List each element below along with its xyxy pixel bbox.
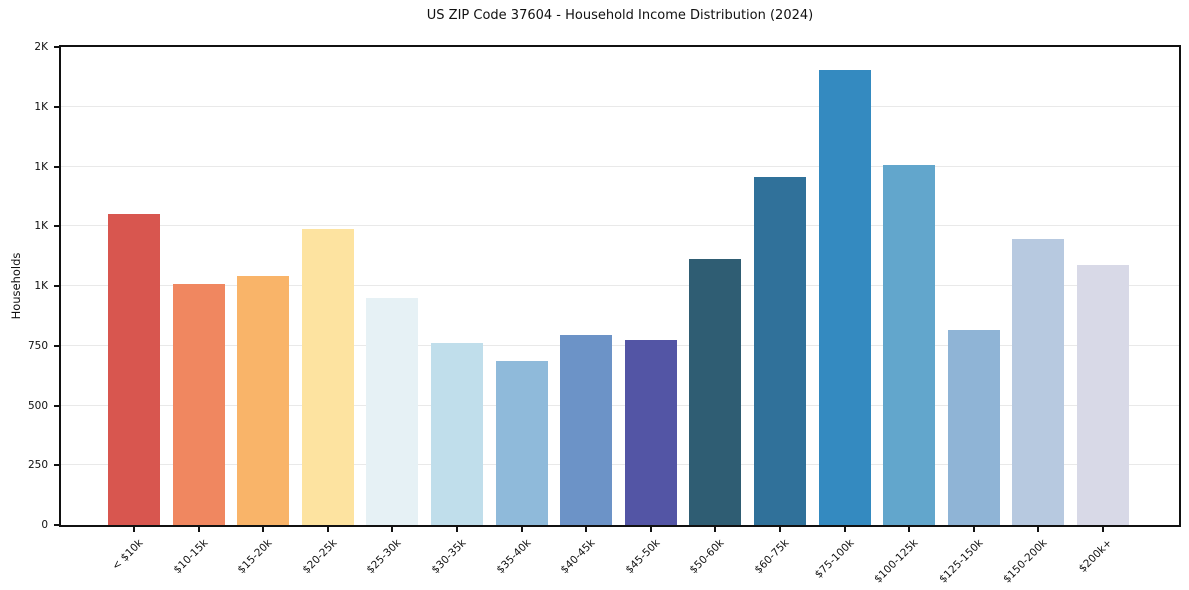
x-tick-mark xyxy=(585,527,588,532)
y-tick-mark xyxy=(54,464,59,467)
y-tick-label: 2K xyxy=(34,41,48,53)
x-tick-label: $25-30k xyxy=(364,537,404,577)
y-tick-label: 500 xyxy=(27,399,48,412)
y-tick-mark xyxy=(54,285,59,287)
x-tick-label: $125-150k xyxy=(936,537,986,586)
x-tick-mark xyxy=(133,527,135,532)
x-tick-mark xyxy=(779,527,781,532)
gridline xyxy=(61,105,1179,107)
x-tick-mark xyxy=(520,527,523,532)
y-tick-label: 1K xyxy=(34,220,48,233)
y-tick-mark xyxy=(54,344,59,347)
bar xyxy=(754,177,806,525)
bar xyxy=(366,297,419,525)
y-tick-label: 1K xyxy=(34,280,48,292)
x-tick-label: < $10k xyxy=(109,537,146,573)
y-tick-mark xyxy=(54,404,59,407)
y-tick-mark xyxy=(54,165,59,168)
x-tick-mark xyxy=(262,527,265,532)
x-tick-label: $40-45k xyxy=(558,537,598,577)
x-tick-label: $75-100k xyxy=(812,537,857,581)
x-tick-mark xyxy=(714,527,717,532)
bar xyxy=(1012,239,1065,525)
plot-area xyxy=(59,45,1181,527)
gridline xyxy=(61,225,1179,227)
x-tick-mark xyxy=(456,527,458,532)
x-tick-label: $10-15k xyxy=(170,537,211,577)
chart-title: US ZIP Code 37604 - Household Income Dis… xyxy=(426,8,814,23)
x-tick-mark xyxy=(649,527,652,532)
y-axis-ticks: 0 250 500 750 1K 1K 1K 1K 2K xyxy=(0,41,59,531)
x-tick-mark xyxy=(908,527,911,532)
x-tick-label: $150-200k xyxy=(1001,537,1050,586)
x-tick-mark xyxy=(1102,527,1104,532)
x-axis-ticks: < $10k $10-15k $15-20k $20-25k $25-30k $30-35… xyxy=(59,527,1181,590)
x-tick-label: $50-60k xyxy=(687,537,727,577)
x-tick-label: $60-75k xyxy=(752,537,792,577)
gridline xyxy=(61,165,1179,167)
x-tick-mark xyxy=(843,527,846,532)
x-tick-label: $100-125k xyxy=(872,537,921,586)
y-tick-mark xyxy=(54,225,59,228)
x-tick-label: $30-35k xyxy=(429,537,469,577)
gridline xyxy=(61,464,1179,466)
gridline xyxy=(61,285,1179,286)
x-tick-mark xyxy=(326,527,329,532)
bar xyxy=(237,276,290,525)
y-tick-label: 1K xyxy=(34,100,48,113)
bar xyxy=(689,259,742,525)
x-tick-label: $45-50k xyxy=(623,537,663,577)
y-tick-mark xyxy=(54,524,59,526)
bar xyxy=(1077,265,1129,525)
bar xyxy=(818,69,871,525)
y-tick-label: 750 xyxy=(27,339,48,352)
x-tick-label: $15-20k xyxy=(235,537,275,577)
y-tick-label: 0 xyxy=(41,519,48,531)
x-tick-label: $200k+ xyxy=(1076,537,1115,575)
gridline xyxy=(61,344,1179,346)
x-tick-label: $20-25k xyxy=(300,537,340,577)
y-tick-label: 250 xyxy=(27,459,48,472)
y-tick-label: 1K xyxy=(34,160,48,173)
x-tick-mark xyxy=(197,527,200,532)
y-tick-mark xyxy=(54,46,59,48)
x-tick-mark xyxy=(1037,527,1040,532)
x-tick-mark xyxy=(391,527,394,532)
bar xyxy=(172,284,225,525)
bar xyxy=(495,361,548,525)
x-tick-mark xyxy=(972,527,975,532)
bar xyxy=(108,214,160,525)
y-tick-mark xyxy=(54,105,59,108)
bar xyxy=(301,229,354,525)
bar xyxy=(883,165,936,525)
bar xyxy=(624,339,677,525)
bar xyxy=(947,329,1000,525)
bar xyxy=(560,335,613,525)
x-tick-label: $35-40k xyxy=(493,537,534,577)
gridline xyxy=(61,404,1179,406)
bar xyxy=(431,342,483,525)
